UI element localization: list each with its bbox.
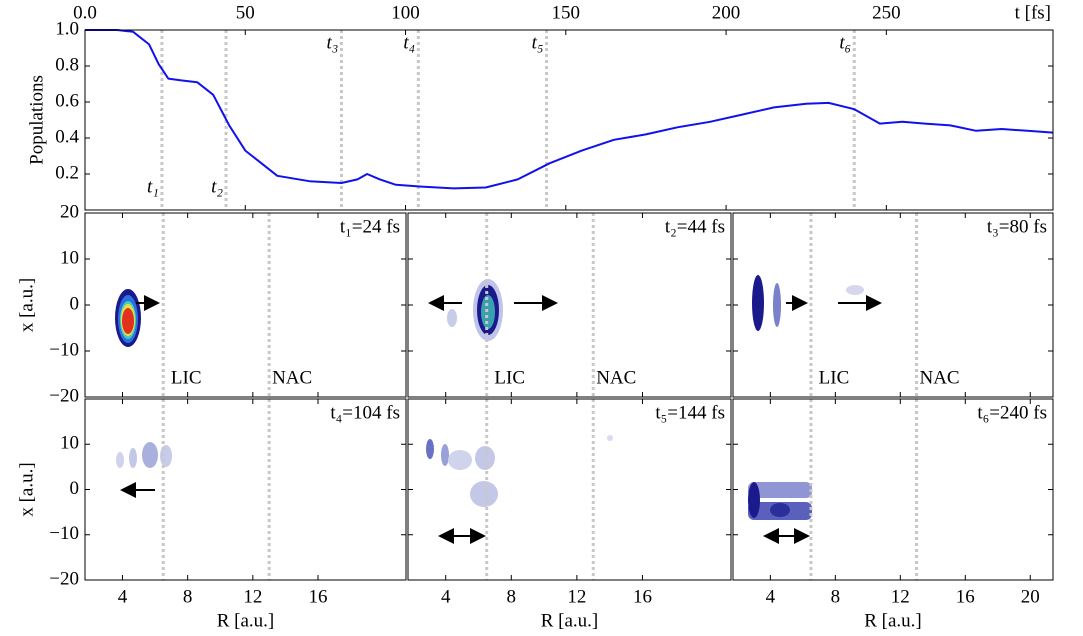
x-tick-label: 8 — [831, 586, 841, 607]
x-tick-label: 4 — [766, 586, 776, 607]
x-tick-label: 4 — [118, 586, 128, 607]
panel-frame — [407, 212, 732, 398]
marker-label: t₅ — [532, 32, 544, 53]
x-tick-label: 8 — [507, 586, 517, 607]
y-tick-label: −20 — [49, 385, 79, 406]
marker-label: t₃ — [326, 32, 338, 53]
region-label: LIC — [494, 367, 525, 388]
marker-label: t₆ — [839, 32, 851, 53]
x-tick-label: 250 — [872, 2, 901, 23]
y-tick-label: 0 — [70, 478, 80, 499]
panel-title: t₁=24 fs — [340, 216, 400, 237]
x-tick-label: 150 — [552, 2, 581, 23]
x-tick-label: 12 — [567, 586, 586, 607]
y-tick-label: 10 — [60, 433, 79, 454]
x-tick-label: 8 — [183, 586, 193, 607]
panel-frame — [84, 212, 407, 398]
x-tick-label: 0.0 — [73, 2, 97, 23]
y-tick-label: 0.6 — [55, 90, 79, 111]
population-line — [85, 29, 1054, 190]
y-axis-label: x [a.u.] — [16, 278, 37, 332]
marker-label: t₁ — [147, 176, 159, 197]
panel-title: t₄=104 fs — [330, 402, 400, 423]
x-tick-label: 4 — [441, 586, 451, 607]
x-axis-label: t [fs] — [1015, 2, 1051, 23]
panel-frame — [84, 398, 407, 581]
y-tick-label: 0.8 — [55, 54, 79, 75]
panel-frame — [732, 398, 1054, 581]
region-label: NAC — [272, 367, 312, 388]
y-axis-label: Populations — [26, 75, 47, 165]
panel-title: t₂=44 fs — [665, 216, 725, 237]
x-tick-label: 12 — [891, 586, 910, 607]
region-label: LIC — [819, 367, 850, 388]
panel-frame — [407, 398, 732, 581]
y-axis-label: x [a.u.] — [16, 462, 37, 516]
x-tick-label: 200 — [712, 2, 741, 23]
plot-frame — [84, 29, 1054, 211]
panel-title: t₃=80 fs — [987, 216, 1047, 237]
x-tick-label: 50 — [236, 2, 255, 23]
y-tick-label: 0 — [70, 293, 80, 314]
y-tick-label: −10 — [49, 339, 79, 360]
y-tick-label: 10 — [60, 247, 79, 268]
y-tick-label: −20 — [49, 568, 79, 589]
y-tick-label: 1.0 — [55, 18, 79, 39]
y-tick-label: 0.4 — [55, 126, 79, 147]
x-axis-label: R [a.u.] — [864, 610, 922, 631]
x-tick-label: 16 — [956, 586, 975, 607]
x-axis-label: R [a.u.] — [217, 610, 275, 631]
x-tick-label: 16 — [633, 586, 652, 607]
x-tick-label: 12 — [243, 586, 262, 607]
x-tick-label: 100 — [391, 2, 420, 23]
marker-label: t₂ — [211, 176, 223, 197]
y-tick-label: 20 — [60, 201, 79, 222]
y-tick-label: −10 — [49, 523, 79, 544]
y-tick-label: 0.2 — [55, 162, 79, 183]
density-blobs — [115, 275, 882, 544]
panel-title: t₆=240 fs — [977, 402, 1047, 423]
marker-label: t₄ — [403, 32, 415, 53]
x-tick-label: 20 — [1021, 586, 1040, 607]
region-label: NAC — [919, 367, 959, 388]
region-label: NAC — [596, 367, 636, 388]
region-label: LIC — [171, 367, 202, 388]
x-axis-label: R [a.u.] — [541, 610, 599, 631]
panel-title: t₅=144 fs — [655, 402, 725, 423]
x-tick-label: 16 — [309, 586, 328, 607]
panel-frame — [732, 212, 1054, 398]
